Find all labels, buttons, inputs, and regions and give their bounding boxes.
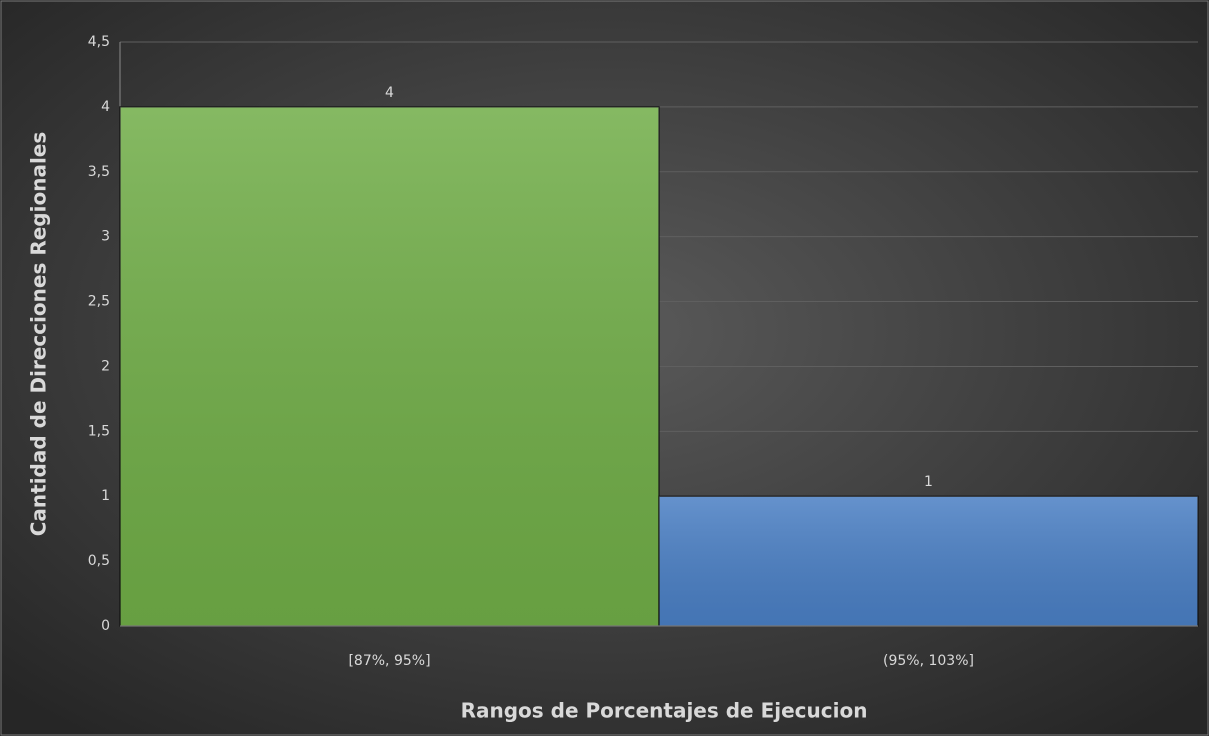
bar: [119, 106, 660, 627]
bar: [658, 495, 1199, 627]
data-label: 1: [924, 474, 933, 490]
x-axis-label: Rangos de Porcentajes de Ejecucion: [461, 699, 868, 723]
y-tick-label: 4,5: [88, 34, 110, 50]
x-tick-label: [87%, 95%]: [348, 653, 430, 669]
data-label: 4: [385, 85, 394, 101]
y-tick-label: 0,5: [88, 553, 110, 569]
y-tick-label: 2,5: [88, 294, 110, 310]
y-tick-label: 1,5: [88, 423, 110, 439]
y-axis-label: Cantidad de Direcciones Regionales: [27, 132, 51, 537]
y-tick-label: 1: [101, 488, 110, 504]
y-tick-label: 3: [101, 229, 110, 245]
y-tick-label: 0: [101, 618, 110, 634]
y-tick-label: 3,5: [88, 164, 110, 180]
y-tick-label: 4: [101, 99, 110, 115]
y-tick-label: 2: [101, 358, 110, 374]
x-tick-label: (95%, 103%]: [883, 653, 974, 669]
